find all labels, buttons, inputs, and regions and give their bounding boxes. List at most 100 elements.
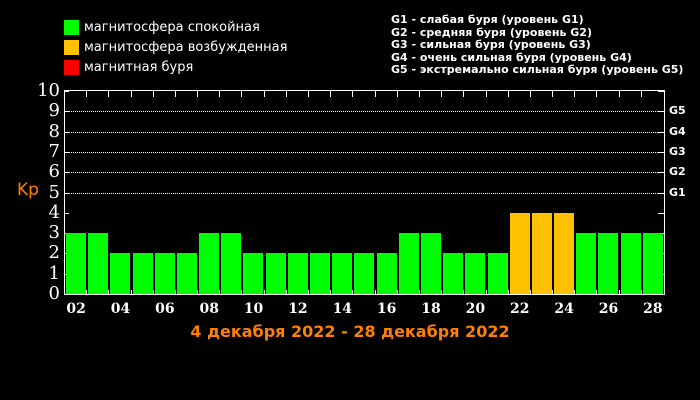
storm-level-legend: G1 - слабая буря (уровень G1) G2 - средн…	[391, 13, 684, 77]
x-tick-top	[596, 91, 598, 97]
x-tick-top	[640, 91, 642, 97]
x-tick	[308, 290, 310, 294]
kp-bar	[310, 253, 331, 294]
swatch-active	[64, 39, 79, 55]
storm-level-g2: G2 - средняя буря (уровень G2)	[391, 25, 592, 39]
kp-bar	[620, 233, 641, 294]
y-tick	[65, 294, 69, 295]
x-tick-top	[463, 91, 465, 97]
swatch-storm	[64, 59, 79, 75]
y-tick-label: 0	[48, 283, 60, 304]
legend-item-quiet: магнитосфера спокойная	[64, 17, 287, 37]
storm-level-g5: G5 - экстремально сильная буря (уровень …	[391, 63, 684, 77]
x-tick	[263, 290, 265, 294]
y-axis-title: Kp	[17, 180, 39, 200]
y-tick-right	[658, 91, 664, 92]
legend-item-active: магнитосфера возбужденная	[64, 37, 287, 57]
chart-title: 4 декабря 2022 - 28 декабря 2022	[190, 322, 510, 341]
storm-level-axis-label: G3	[669, 144, 686, 158]
x-tick-label: 02	[66, 301, 86, 317]
x-tick	[285, 290, 287, 294]
x-tick-top	[285, 91, 287, 97]
x-tick-label: 14	[332, 301, 353, 317]
grid-line	[65, 111, 664, 113]
y-tick	[65, 212, 69, 214]
x-tick	[441, 290, 443, 294]
legend-label: магнитная буря	[84, 59, 194, 75]
y-tick-label: 6	[48, 161, 60, 183]
y-tick	[65, 151, 69, 153]
kp-bar	[598, 233, 619, 294]
kp-bar	[465, 253, 486, 294]
y-tick-label: 9	[48, 100, 60, 122]
x-tick-top	[618, 91, 620, 97]
kp-bar	[199, 233, 220, 294]
x-tick	[174, 290, 176, 294]
kp-bar	[154, 253, 175, 294]
x-tick	[507, 290, 509, 294]
x-tick-top	[130, 91, 132, 97]
y-tick	[65, 91, 69, 92]
storm-level-axis-label: G4	[669, 124, 686, 138]
grid-line	[65, 131, 664, 133]
legend-label: магнитосфера спокойная	[84, 19, 260, 35]
x-tick	[640, 290, 642, 294]
y-tick-right	[658, 294, 664, 295]
x-tick	[330, 290, 332, 294]
x-tick-top	[197, 91, 199, 97]
x-tick-label: 12	[288, 301, 308, 317]
x-tick-label: 18	[421, 301, 441, 317]
x-tick-top	[485, 91, 487, 97]
kp-bar	[443, 253, 464, 294]
plot-area	[64, 90, 665, 295]
grid-line	[65, 151, 664, 153]
kp-bar	[66, 233, 86, 294]
y-tick-label: 8	[48, 120, 60, 142]
x-tick-label: 04	[110, 301, 131, 317]
x-tick	[219, 290, 221, 294]
x-tick	[108, 290, 110, 294]
x-tick	[618, 290, 620, 294]
x-tick-top	[152, 91, 154, 97]
x-tick-top	[574, 91, 576, 97]
kp-bar	[420, 233, 441, 294]
x-tick-label: 16	[376, 301, 397, 317]
kp-bar	[176, 253, 197, 294]
x-tick-top	[374, 91, 376, 97]
legend-item-storm: магнитная буря	[64, 57, 287, 77]
storm-level-axis-label: G1	[669, 185, 686, 199]
kp-bar	[354, 253, 375, 294]
x-tick-label: 22	[510, 301, 530, 317]
kp-bar	[332, 253, 353, 294]
x-tick-top	[441, 91, 443, 97]
x-tick-label: 24	[554, 301, 574, 317]
kp-bar	[509, 212, 530, 294]
x-tick	[574, 290, 576, 294]
x-tick	[86, 290, 88, 294]
kp-bar	[88, 233, 109, 294]
x-tick-label: 26	[598, 301, 619, 317]
kp-bar	[487, 253, 508, 294]
y-tick-right	[658, 131, 664, 133]
x-tick	[396, 290, 398, 294]
grid-line	[65, 192, 664, 194]
kp-bar	[531, 212, 552, 294]
y-tick	[65, 111, 69, 113]
y-tick-label: 2	[48, 242, 60, 264]
x-tick-label: 28	[643, 301, 663, 317]
legend-label: магнитосфера возбужденная	[84, 39, 288, 55]
y-tick-right	[658, 111, 664, 113]
x-tick-top	[241, 91, 243, 97]
x-tick	[130, 290, 132, 294]
x-tick	[152, 290, 154, 294]
y-tick-right	[658, 212, 664, 214]
x-tick-top	[418, 91, 420, 97]
x-tick	[529, 290, 531, 294]
storm-level-g1: G1 - слабая буря (уровень G1)	[391, 13, 584, 26]
y-tick-label: 3	[48, 222, 60, 244]
x-tick-top	[352, 91, 354, 97]
x-tick-top	[529, 91, 531, 97]
x-tick-top	[108, 91, 110, 97]
x-tick	[552, 290, 554, 294]
kp-bar	[132, 253, 153, 294]
